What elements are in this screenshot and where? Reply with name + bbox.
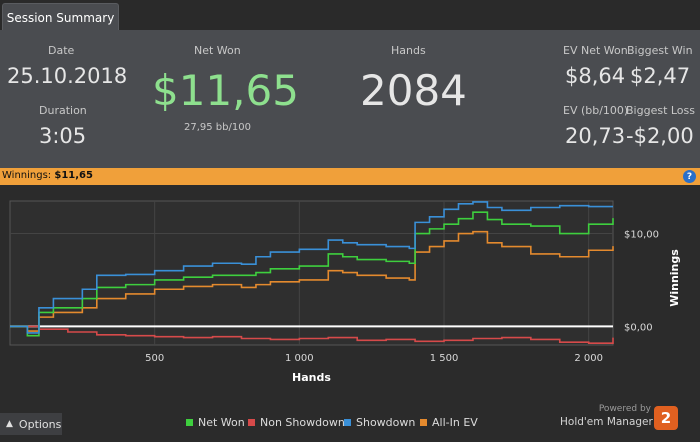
legend-non-showdown[interactable]: Non Showdown — [248, 416, 345, 429]
series-line-net-won — [10, 211, 614, 337]
ev-bb100-value: 20,73 — [565, 124, 626, 148]
y-tick-label: $0,00 — [624, 322, 653, 333]
hem2-logo: 2 — [654, 406, 678, 430]
x-tick-label: 1 000 — [285, 353, 314, 364]
date-value: 25.10.2018 — [7, 64, 128, 88]
ev-bb100-label: EV (bb/100) — [563, 104, 629, 117]
question-icon[interactable]: ? — [683, 170, 696, 183]
winnings-text: Winnings: $11,65 — [2, 170, 93, 181]
plot-background — [9, 200, 614, 346]
legend-all-in-ev[interactable]: All-In EV — [420, 416, 478, 429]
winnings-bar: Winnings: $11,65 ? — [0, 168, 700, 185]
x-axis-title: Hands — [292, 371, 331, 384]
legend-label-non-showdown: Non Showdown — [260, 416, 345, 429]
legend-swatch-all-in-ev — [420, 419, 427, 426]
net-won-value: $11,65 — [152, 66, 299, 115]
chevron-up-icon: ▲ — [6, 419, 13, 429]
legend-net-won[interactable]: Net Won — [186, 416, 245, 429]
hands-value: 2084 — [360, 66, 467, 115]
ev-net-won-value: $8,64 — [565, 64, 626, 88]
options-label: Options — [18, 417, 62, 431]
y-tick-label: $10,00 — [624, 230, 659, 241]
y-axis-title: Winnings — [668, 249, 681, 307]
biggest-loss-value: -$2,00 — [626, 124, 694, 148]
legend-swatch-showdown — [344, 419, 351, 426]
duration-label: Duration — [39, 104, 87, 117]
legend-label-showdown: Showdown — [356, 416, 416, 429]
net-won-bb100: 27,95 bb/100 — [184, 122, 251, 133]
app-name: Hold'em Manager — [560, 416, 653, 428]
session-summary-panel: Date 25.10.2018 Duration 3:05 Net Won $1… — [0, 30, 700, 168]
biggest-win-label: Biggest Win — [627, 44, 693, 57]
ev-net-won-label: EV Net Won — [563, 44, 628, 57]
options-button[interactable]: ▲ Options — [0, 413, 62, 435]
powered-by-text: Powered by — [598, 404, 651, 414]
date-label: Date — [48, 44, 75, 57]
hands-label: Hands — [391, 44, 426, 57]
series-line-showdown — [10, 201, 613, 334]
chart-area: 500 1 000 1 500 2 000 $0,00 $10,00 Hands Winnin… — [0, 185, 700, 442]
legend-showdown[interactable]: Showdown — [344, 416, 415, 429]
biggest-loss-label: Biggest Loss — [626, 104, 696, 117]
legend-swatch-net-won — [186, 419, 193, 426]
tab-bar: Session Summary — [0, 0, 700, 31]
duration-value: 3:05 — [39, 124, 87, 148]
x-tick-label: 500 — [145, 353, 164, 364]
legend-swatch-non-showdown — [248, 419, 255, 426]
legend-label-net-won: Net Won — [198, 416, 245, 429]
tab-session-summary[interactable]: Session Summary — [2, 3, 119, 31]
legend-label-all-in-ev: All-In EV — [432, 416, 478, 429]
series-line-non-showdown — [10, 325, 614, 344]
net-won-label: Net Won — [194, 44, 241, 57]
x-tick-label: 1 500 — [430, 353, 459, 364]
winnings-label: Winnings: — [2, 170, 52, 181]
winnings-value: $11,65 — [54, 170, 93, 181]
biggest-win-value: $2,47 — [630, 64, 691, 88]
x-tick-label: 2 000 — [574, 353, 603, 364]
series-line-all-in-ev — [10, 230, 614, 332]
winnings-chart: 500 1 000 1 500 2 000 $0,00 $10,00 Hands Winnin… — [9, 200, 681, 384]
